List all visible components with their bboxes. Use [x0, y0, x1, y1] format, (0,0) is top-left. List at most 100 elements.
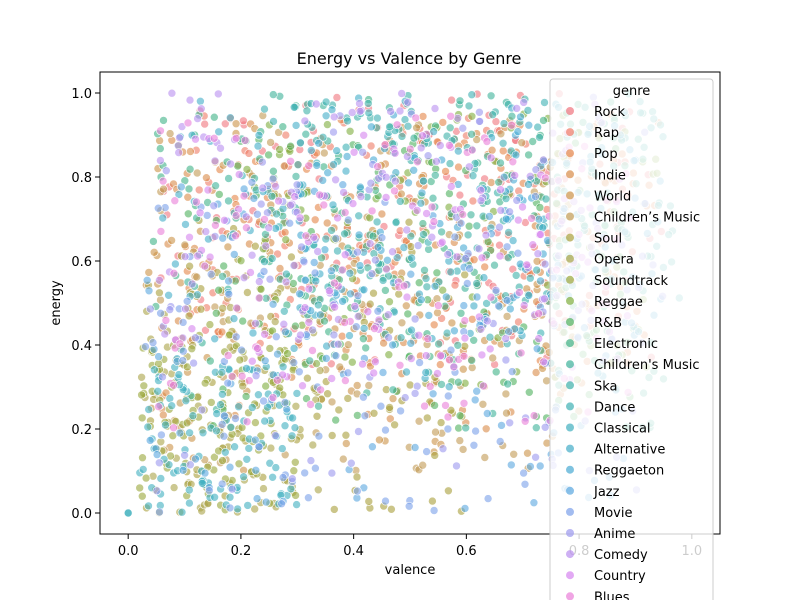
point-4-104 [375, 435, 384, 445]
point-16-11 [359, 324, 369, 333]
point-23-94 [411, 113, 421, 123]
point-5-7 [266, 138, 275, 147]
point-4-21 [279, 161, 289, 171]
point-23-9 [158, 176, 168, 186]
point-15-88 [277, 444, 287, 453]
point-11-38 [418, 219, 428, 228]
point-17-9 [367, 122, 376, 132]
point-18-36 [261, 497, 271, 507]
point-21-34 [533, 249, 543, 258]
legend-title: genre [613, 84, 651, 99]
point-1-4 [281, 130, 291, 140]
point-22-73 [349, 148, 359, 157]
legend-label-0: Rock [594, 105, 626, 120]
point-11-127 [210, 112, 219, 122]
point-17-41 [355, 261, 365, 270]
point-22-82 [496, 185, 505, 194]
legend-marker-5 [566, 212, 574, 221]
point-6-58 [343, 394, 353, 403]
point-3-31 [481, 424, 491, 434]
point-22-53 [340, 250, 350, 259]
point-19-107 [422, 447, 431, 456]
point-21-76 [281, 277, 291, 287]
point-21-65 [264, 223, 274, 232]
point-22-96 [200, 261, 210, 271]
point-17-67 [441, 292, 451, 302]
point-15-72 [239, 472, 248, 482]
point-18-11 [177, 182, 186, 192]
point-19-29 [300, 468, 310, 478]
point-21-55 [382, 264, 391, 274]
legend-label-17: Reggaeton [594, 464, 664, 479]
point-6-14 [430, 451, 440, 460]
point-14-64 [523, 106, 533, 115]
point-21-7 [181, 304, 190, 314]
point-21-16 [501, 334, 511, 343]
point-21-70 [391, 176, 400, 186]
point-5-77 [274, 128, 283, 137]
point-20-34 [412, 381, 422, 391]
point-15-104 [263, 402, 272, 412]
point-10-105 [454, 423, 463, 433]
point-2-7 [454, 162, 463, 172]
point-13-49 [302, 106, 312, 116]
x-tick-label-0: 0.0 [118, 544, 139, 559]
point-13-60 [464, 101, 474, 111]
point-14-63 [396, 333, 406, 343]
point-19-95 [520, 479, 530, 489]
point-0-116 [455, 190, 465, 200]
point-6-80 [185, 261, 194, 271]
point-18-4 [230, 250, 239, 259]
point-13-95 [406, 231, 416, 241]
point-20-50 [423, 151, 433, 160]
point-15-96 [260, 416, 270, 426]
point-19-21 [359, 392, 368, 402]
point-20-19 [265, 274, 275, 284]
point-22-1 [203, 185, 213, 195]
point-17-32 [315, 310, 325, 320]
point-13-92 [327, 226, 336, 235]
point-14-50 [501, 194, 511, 203]
point-23-34 [242, 223, 251, 232]
point-6-84 [184, 311, 194, 321]
point-21-43 [525, 172, 535, 181]
point-17-15 [312, 161, 322, 170]
point-22-81 [381, 193, 391, 202]
point-5-4 [467, 363, 477, 372]
legend-label-16: Alternative [594, 443, 665, 458]
point-14-101 [446, 267, 456, 277]
point-7-46 [313, 485, 323, 495]
point-19-34 [141, 342, 150, 351]
point-21-12 [175, 133, 184, 143]
point-20-18 [475, 108, 484, 117]
point-19-42 [178, 318, 188, 327]
point-4-46 [447, 318, 457, 328]
point-23-70 [540, 173, 550, 183]
point-19-37 [277, 499, 286, 509]
point-16-83 [421, 368, 431, 377]
point-23-83 [170, 196, 180, 205]
point-9-103 [242, 165, 252, 174]
point-8-83 [139, 381, 149, 391]
point-19-74 [331, 351, 341, 361]
point-22-31 [187, 324, 197, 334]
point-18-75 [251, 465, 261, 475]
point-11-57 [317, 253, 326, 263]
point-18-14 [459, 301, 469, 310]
point-20-61 [438, 444, 448, 454]
point-19-99 [271, 332, 281, 342]
point-19-35 [502, 242, 512, 252]
point-21-62 [286, 200, 295, 210]
point-15-52 [230, 442, 239, 452]
point-23-96 [423, 334, 433, 344]
point-21-58 [474, 244, 484, 254]
point-19-77 [343, 215, 353, 225]
point-19-80 [415, 358, 424, 367]
point-18-63 [410, 443, 420, 452]
legend-marker-19 [566, 507, 574, 516]
point-5-83 [397, 318, 407, 328]
point-4-78 [401, 301, 411, 311]
legend-marker-17 [566, 465, 574, 474]
point-16-93 [444, 382, 454, 392]
point-10-43 [414, 278, 424, 288]
